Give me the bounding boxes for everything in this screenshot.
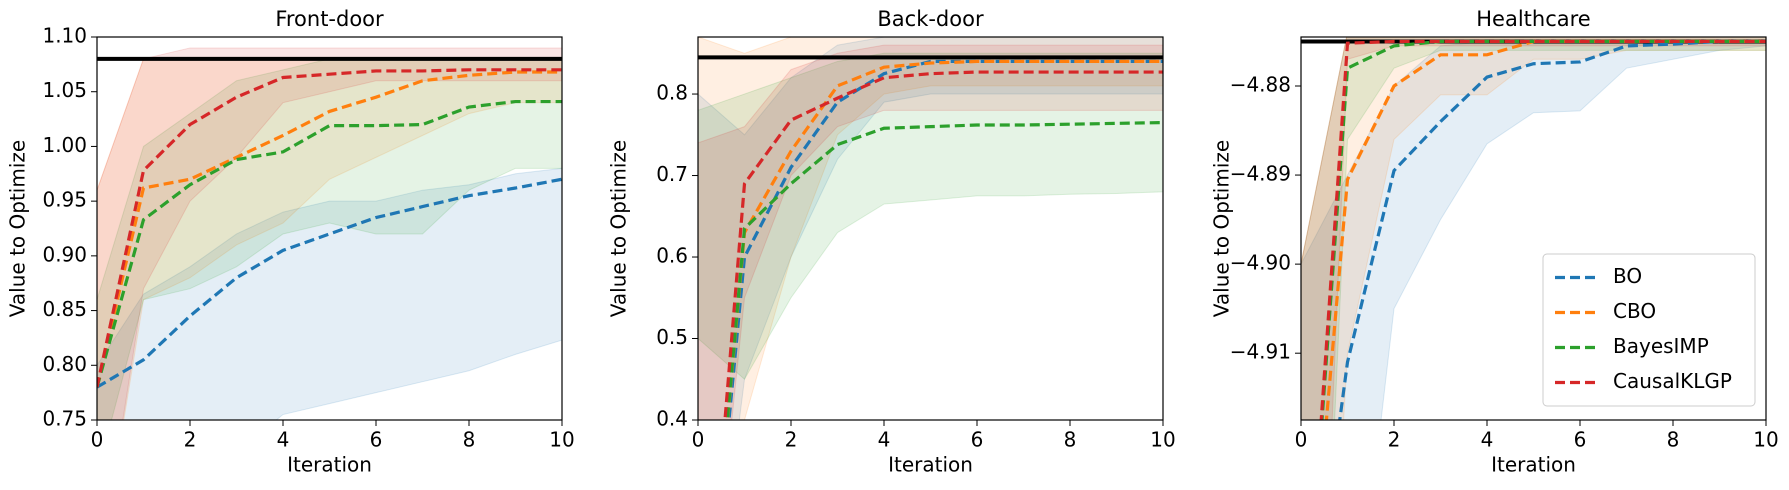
subplot: 0 2 4 6 8 10 −4.91 −4.90 −4.89 −4.88 Healthcare Ite… <box>1210 7 1779 477</box>
y-tick-label: −4.91 <box>1230 340 1291 364</box>
y-axis-label: Value to Optimize <box>1210 140 1234 317</box>
chart-title: Healthcare <box>1476 7 1590 31</box>
y-tick-label: 0.85 <box>42 297 87 321</box>
confidence-band <box>97 167 562 420</box>
x-tick-label: 10 <box>1753 428 1778 452</box>
y-tick-label: 1.00 <box>42 133 87 157</box>
x-axis-label: Iteration <box>287 453 372 477</box>
series-line <box>725 120 1163 420</box>
x-tick-label: 6 <box>971 428 984 452</box>
y-axis-label: Value to Optimize <box>607 140 631 317</box>
plot-frame <box>1300 36 1767 421</box>
y-tick-label: 0.6 <box>656 244 688 268</box>
y-tick-label: 1.10 <box>42 24 87 48</box>
confidence-band <box>1301 37 1766 420</box>
x-tick-label: 0 <box>91 428 104 452</box>
x-tick-label: 10 <box>549 428 574 452</box>
series-line <box>97 68 562 388</box>
plot-area <box>97 47 562 420</box>
chart-title: Front-door <box>275 7 384 31</box>
confidence-band <box>698 44 1163 420</box>
y-tick-label: 0.80 <box>42 352 87 376</box>
x-axis-label: Iteration <box>888 453 973 477</box>
confidence-band <box>97 58 562 420</box>
legend-label: BO <box>1613 264 1642 288</box>
legend: BO CBO BayesIMP CausalKLGP <box>1542 253 1756 407</box>
y-tick-label: 1.05 <box>42 78 87 102</box>
x-tick-label: 2 <box>184 428 197 452</box>
y-axis-label: Value to Optimize <box>6 140 30 317</box>
confidence-band <box>97 47 562 420</box>
y-tick-label: 0.5 <box>656 325 688 349</box>
x-tick-label: 4 <box>878 428 891 452</box>
series-line <box>1319 39 1766 420</box>
chart-title: Back-door <box>877 7 984 31</box>
legend-box <box>1542 253 1756 407</box>
x-tick-label: 2 <box>1388 428 1401 452</box>
series-line <box>97 70 562 388</box>
y-tick-label: 0.7 <box>656 162 688 186</box>
series-line <box>1338 39 1766 420</box>
series-line <box>1320 39 1766 420</box>
x-tick-label: 8 <box>1064 428 1077 452</box>
y-tick-label: −4.88 <box>1230 72 1291 96</box>
x-tick-label: 6 <box>370 428 383 452</box>
x-tick-label: 8 <box>1667 428 1680 452</box>
y-tick-label: 0.90 <box>42 242 87 266</box>
plot-frame <box>96 36 563 421</box>
x-tick-label: 0 <box>692 428 705 452</box>
x-tick-label: 4 <box>1481 428 1494 452</box>
plot-area <box>1301 37 1766 420</box>
subplot: 0 2 4 6 8 10 0.4 0.5 0.6 0.7 0.8 Back-door Iteration… <box>607 7 1176 477</box>
x-tick-label: 2 <box>785 428 798 452</box>
y-tick-label: −4.89 <box>1230 162 1291 186</box>
subplot: 0 2 4 6 8 10 0.75 0.80 0.85 0.90 0.95 1.00 1.05 1.10 F… <box>6 7 575 477</box>
legend-label: CausalKLGP <box>1613 369 1732 393</box>
plot-frame <box>697 36 1164 421</box>
series-line <box>723 70 1163 420</box>
series-line <box>725 59 1163 420</box>
y-tick-label: 0.4 <box>656 407 688 431</box>
series-line <box>97 99 562 388</box>
y-tick-label: 0.95 <box>42 188 87 212</box>
series-line <box>97 177 562 389</box>
x-tick-label: 6 <box>1574 428 1587 452</box>
x-tick-label: 4 <box>277 428 290 452</box>
x-tick-label: 0 <box>1295 428 1308 452</box>
legend-label: CBO <box>1613 299 1656 323</box>
x-tick-label: 10 <box>1150 428 1175 452</box>
x-tick-label: 8 <box>463 428 476 452</box>
x-axis-label: Iteration <box>1491 453 1576 477</box>
y-tick-label: −4.90 <box>1230 251 1291 275</box>
plot-area <box>698 37 1163 420</box>
y-tick-label: 0.8 <box>656 81 688 105</box>
y-tick-label: 0.75 <box>42 407 87 431</box>
legend-label: BayesIMP <box>1613 334 1709 358</box>
